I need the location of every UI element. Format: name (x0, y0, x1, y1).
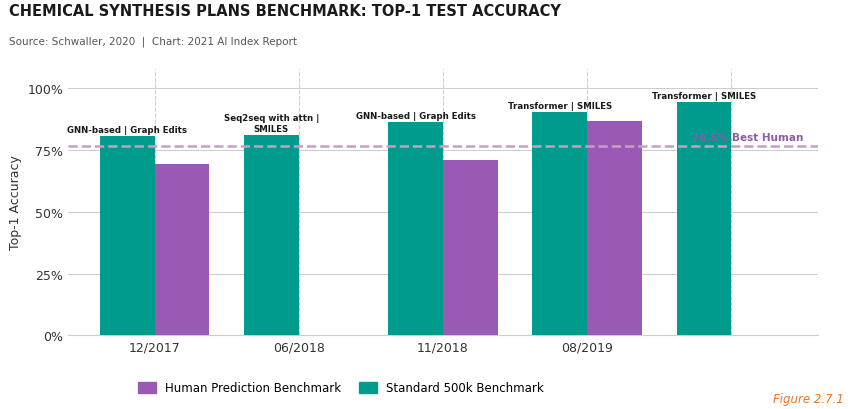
Text: GNN-based | Graph Edits: GNN-based | Graph Edits (355, 112, 475, 121)
Bar (443, 161, 498, 335)
Y-axis label: Top-1 Accuracy: Top-1 Accuracy (9, 155, 22, 250)
Legend: Human Prediction Benchmark, Standard 500k Benchmark: Human Prediction Benchmark, Standard 500… (133, 377, 549, 399)
Bar (532, 112, 587, 335)
Bar (244, 136, 299, 335)
Bar (155, 165, 210, 335)
Bar (389, 123, 443, 335)
Text: CHEMICAL SYNTHESIS PLANS BENCHMARK: TOP-1 TEST ACCURACY: CHEMICAL SYNTHESIS PLANS BENCHMARK: TOP-… (9, 4, 561, 19)
Text: Transformer | SMILES: Transformer | SMILES (508, 101, 612, 110)
Text: GNN-based | Graph Edits: GNN-based | Graph Edits (67, 126, 187, 135)
Bar (676, 103, 731, 335)
Text: Source: Schwaller, 2020  |  Chart: 2021 AI Index Report: Source: Schwaller, 2020 | Chart: 2021 AI… (9, 37, 296, 47)
Bar (100, 137, 155, 335)
Text: Seq2seq with attn |
SMILES: Seq2seq with attn | SMILES (224, 114, 320, 134)
Text: Transformer | SMILES: Transformer | SMILES (652, 92, 756, 101)
Bar (587, 122, 642, 335)
Text: Figure 2.7.1: Figure 2.7.1 (773, 392, 843, 405)
Text: 76.5% Best Human: 76.5% Best Human (692, 133, 803, 143)
